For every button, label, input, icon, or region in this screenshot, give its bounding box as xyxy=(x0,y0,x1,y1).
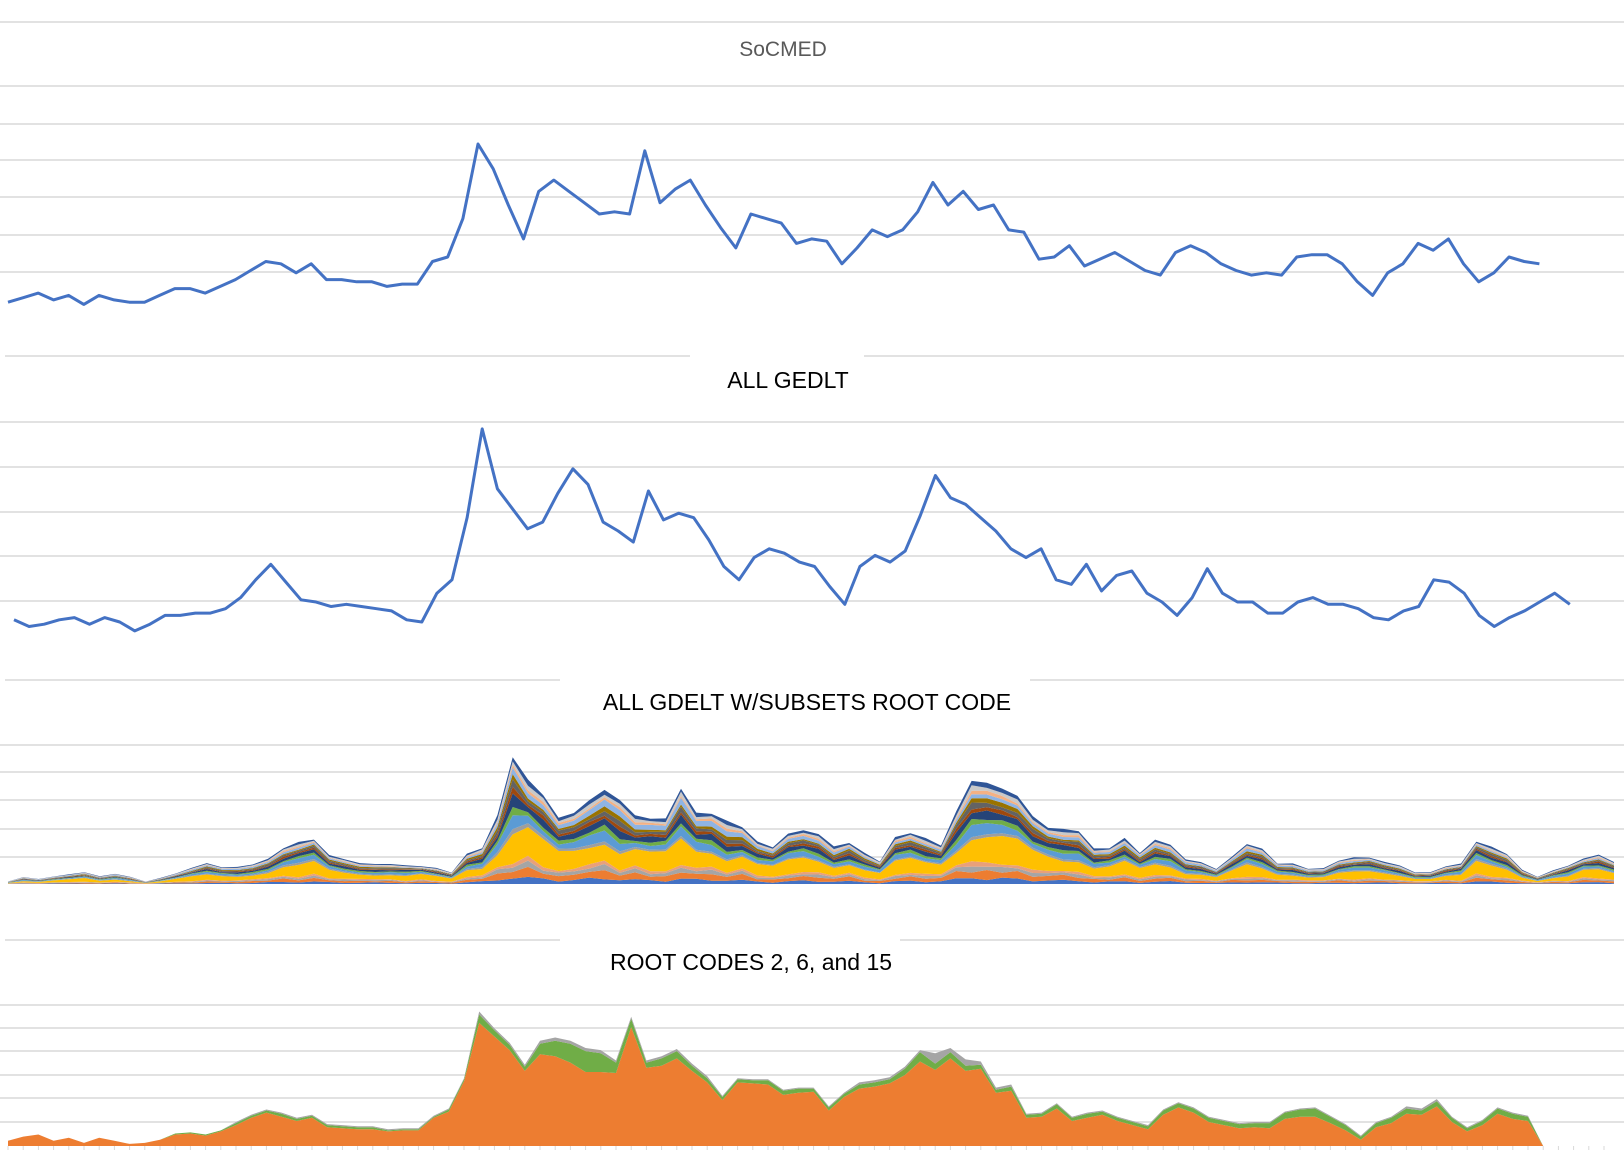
series-area xyxy=(8,1022,1604,1146)
series-line xyxy=(13,427,1571,633)
grid-lines xyxy=(0,421,1624,602)
series-area xyxy=(8,827,1614,884)
chart-title: ALL GEDLT xyxy=(727,367,848,393)
chart-title: ROOT CODES 2, 6, and 15 xyxy=(610,949,892,975)
grid-lines xyxy=(0,85,1624,273)
series-area xyxy=(8,855,1614,884)
series-line xyxy=(7,142,1540,306)
series-area xyxy=(8,866,1614,884)
series-area xyxy=(8,876,1614,884)
plot-area xyxy=(8,757,1614,884)
root-codes-chart: ROOT CODES 2, 6, and 15 xyxy=(0,949,1624,1150)
all-gdelt-subsets-chart: ALL GDELT W/SUBSETS ROOT CODE xyxy=(0,689,1624,884)
chart-title: ALL GDELT W/SUBSETS ROOT CODE xyxy=(603,689,1011,715)
chart-title: SoCMED xyxy=(739,38,827,61)
plot-area xyxy=(7,142,1540,306)
grid-lines xyxy=(0,1004,1624,1123)
series-area xyxy=(8,860,1614,884)
plot-area xyxy=(13,427,1571,633)
all-gedlt-chart: ALL GEDLT xyxy=(0,367,1624,633)
socmed-chart: SoCMED xyxy=(0,38,1624,306)
plot-area xyxy=(7,1011,1605,1150)
